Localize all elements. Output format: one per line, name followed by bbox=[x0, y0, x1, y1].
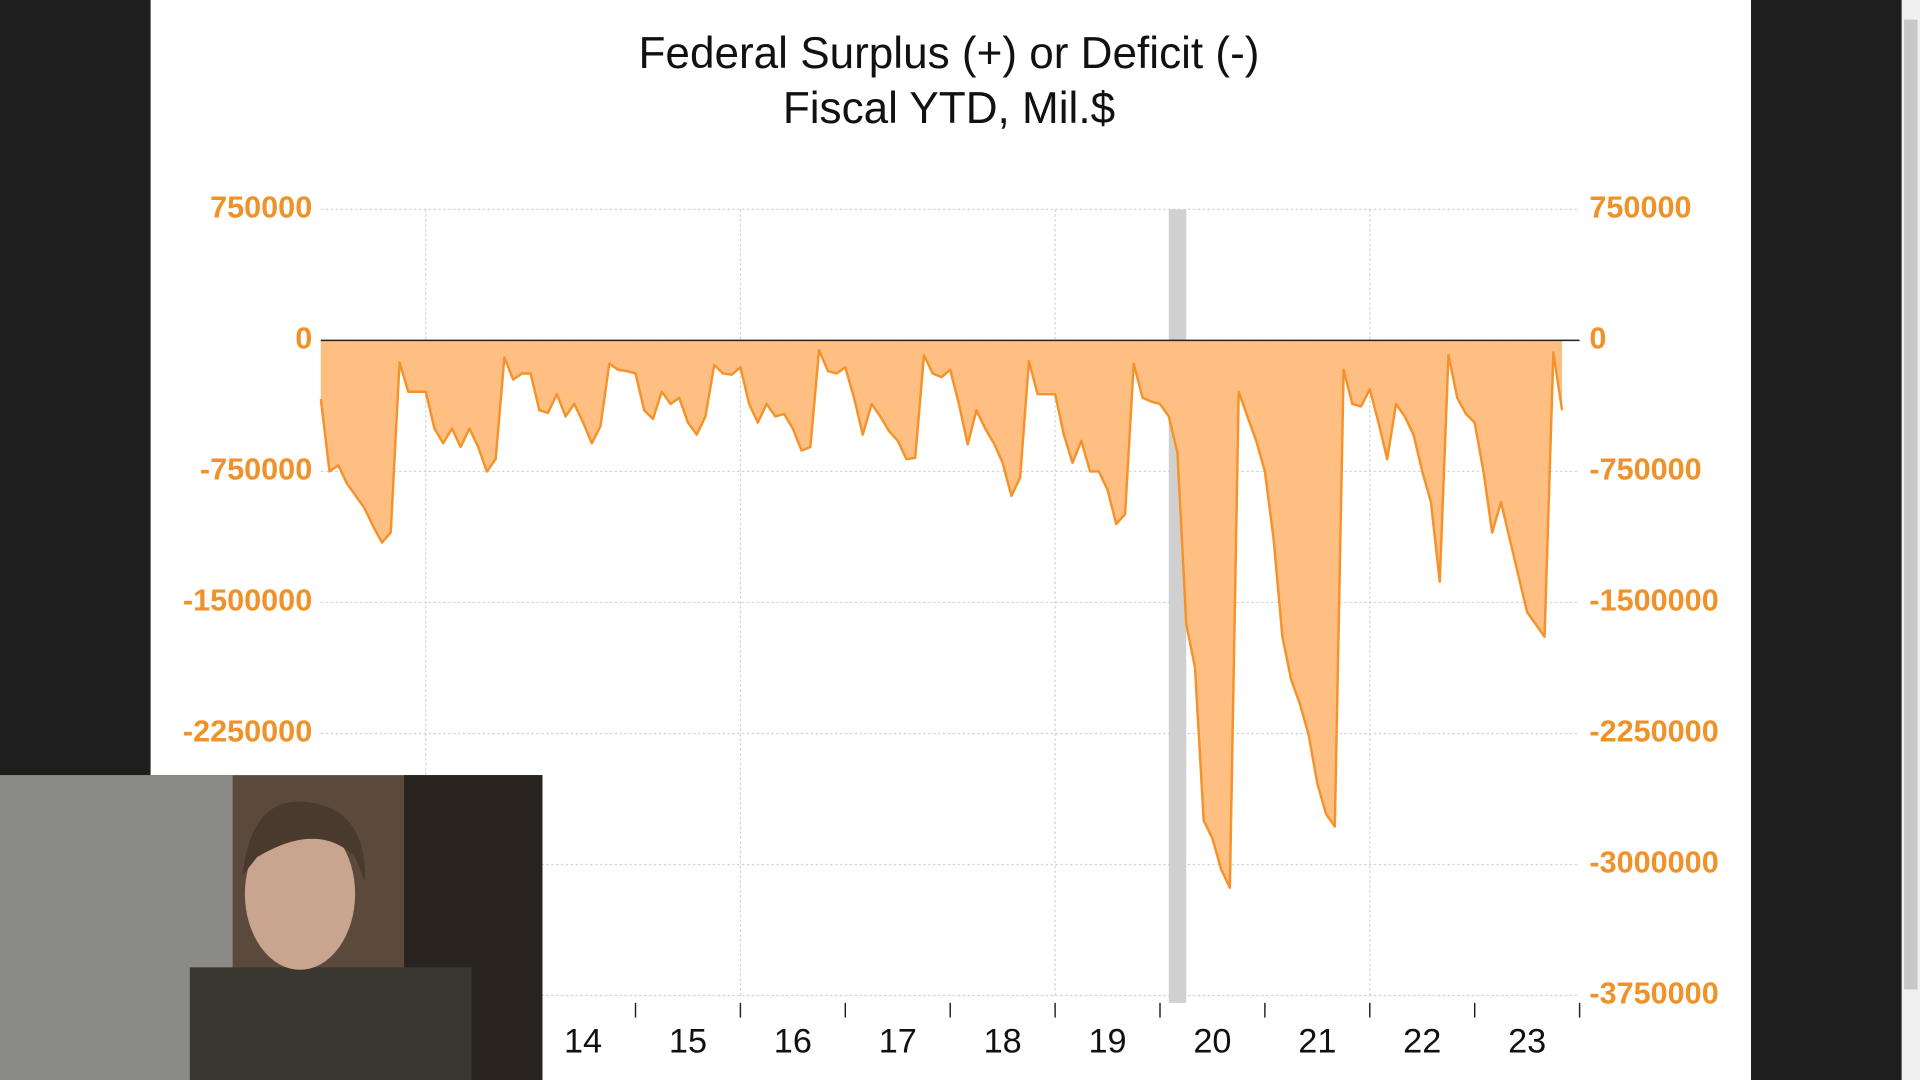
x-tick-label: 19 bbox=[1088, 1022, 1126, 1060]
x-tick-label: 22 bbox=[1403, 1022, 1441, 1060]
chart-title: Federal Surplus (+) or Deficit (-) bbox=[639, 29, 1260, 78]
x-tick-label: 17 bbox=[879, 1022, 917, 1060]
x-tick-label: 15 bbox=[669, 1022, 707, 1060]
recession-band bbox=[1168, 209, 1187, 1003]
webcam-person-face bbox=[244, 817, 356, 970]
y2-tick-label: -1500000 bbox=[1589, 584, 1718, 618]
webcam-overlay bbox=[0, 775, 543, 1080]
y-tick-label: -1500000 bbox=[183, 584, 312, 618]
y2-tick-label: -750000 bbox=[1589, 453, 1701, 487]
x-tick-label: 23 bbox=[1508, 1022, 1546, 1060]
y2-tick-label: -3750000 bbox=[1589, 977, 1718, 1011]
chart-subtitle: Fiscal YTD, Mil.$ bbox=[783, 84, 1115, 133]
y-tick-label: 0 bbox=[295, 322, 312, 356]
y2-tick-label: -3000000 bbox=[1589, 846, 1718, 880]
y-tick-label: 750000 bbox=[210, 190, 312, 224]
webcam-person-body bbox=[189, 967, 472, 1080]
x-tick-label: 21 bbox=[1298, 1022, 1336, 1060]
x-tick-label: 14 bbox=[564, 1022, 602, 1060]
y2-tick-label: 750000 bbox=[1589, 190, 1691, 224]
x-tick-label: 18 bbox=[984, 1022, 1022, 1060]
y2-tick-label: 0 bbox=[1589, 322, 1606, 356]
y2-tick-label: -2250000 bbox=[1589, 715, 1718, 749]
area-line bbox=[319, 348, 1564, 889]
x-tick-label: 20 bbox=[1193, 1022, 1231, 1060]
area bbox=[320, 340, 1563, 888]
plot: 750000 0 -750000 -1500000 -2250000 -3000000 -3… bbox=[183, 190, 1719, 1060]
scrollbar-thumb[interactable] bbox=[1904, 19, 1918, 990]
y-tick-label: -2250000 bbox=[183, 715, 312, 749]
y-tick-label: -750000 bbox=[200, 453, 312, 487]
x-tick-label: 16 bbox=[774, 1022, 812, 1060]
webcam-person-hair bbox=[242, 801, 365, 882]
